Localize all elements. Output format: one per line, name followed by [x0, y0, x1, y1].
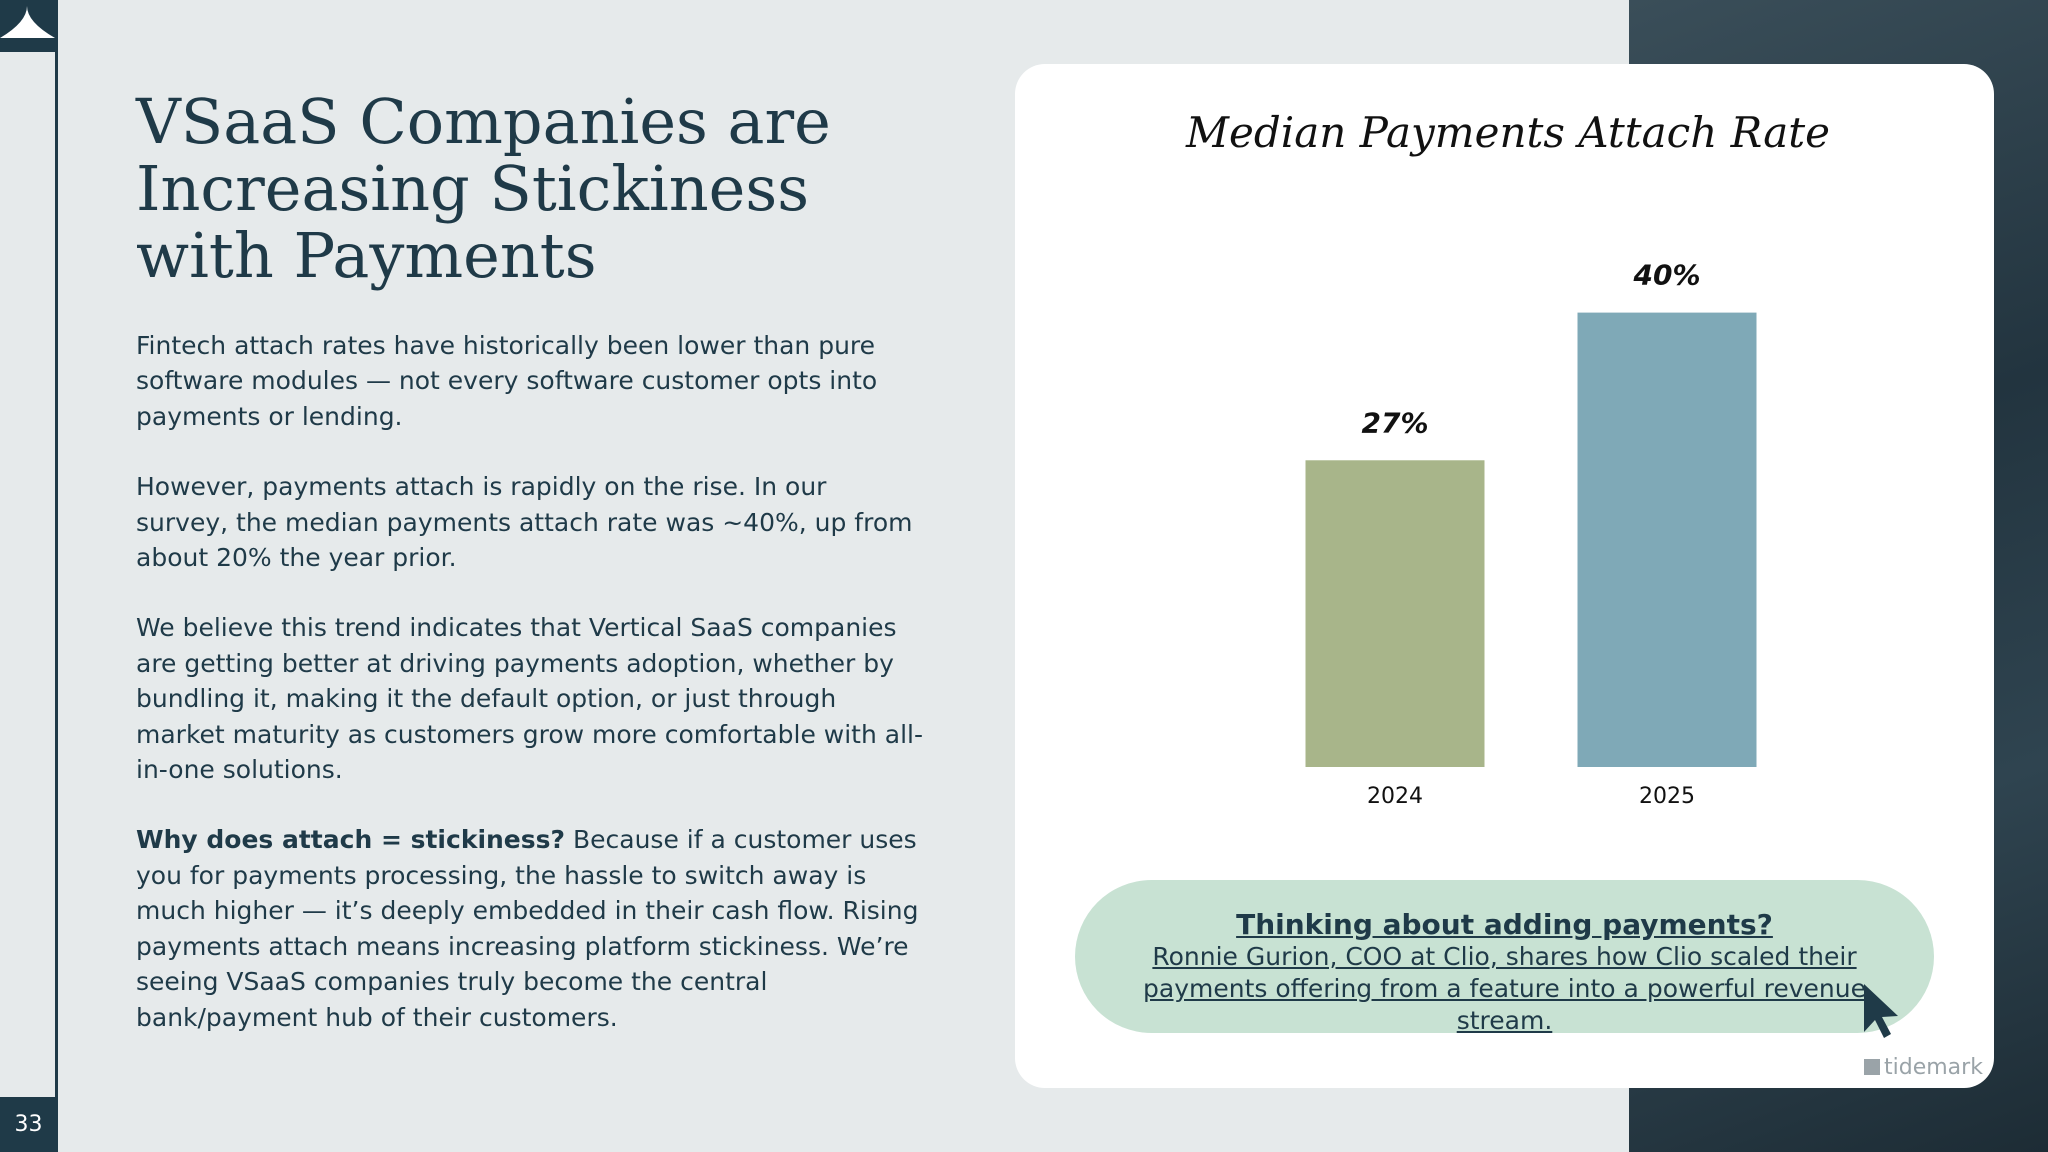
paragraph: However, payments attach is rapidly on t…	[136, 472, 913, 573]
chart-title: Median Payments Attach Rate	[1185, 108, 1830, 157]
paragraph: Why does attach = stickiness? Because if…	[136, 822, 926, 1034]
icon	[0, 6, 55, 38]
callout-text[interactable]: Ronnie Gurion, COO at Clio, shares how C…	[1143, 942, 1866, 1035]
side-stripe	[55, 0, 58, 1152]
cursor-icon	[1864, 984, 1898, 1038]
bold-lead: Why does attach = stickiness?	[136, 825, 566, 855]
x-tick-label: 2024	[1367, 784, 1423, 809]
title-line: with Payments	[136, 219, 597, 292]
page-number: 33	[0, 1097, 57, 1152]
chart: Median Payments Attach Rate 27% 2024 40% 20…	[1185, 108, 1830, 809]
paragraph: We believe this trend indicates that Ver…	[136, 613, 923, 785]
logo: tidemark	[1864, 1055, 1983, 1080]
paragraph: Fintech attach rates have historically b…	[136, 331, 878, 431]
title-line: VSaaS Companies are	[136, 85, 831, 158]
callout-heading[interactable]: Thinking about adding payments?	[1236, 908, 1773, 941]
value-label: 40%	[1632, 259, 1700, 292]
top-icon	[0, 0, 55, 52]
x-tick-label: 2025	[1639, 784, 1695, 809]
body-text: Fintech attach rates have historically b…	[136, 328, 926, 1070]
slide-title: VSaaS Companies are Increasing Stickines…	[136, 88, 831, 289]
callout-link[interactable]: Thinking about adding payments? Ronnie G…	[1075, 880, 1934, 1038]
bar	[1577, 312, 1757, 767]
value-label: 27%	[1361, 406, 1428, 439]
logo-text: tidemark	[1884, 1055, 1983, 1080]
paragraph-text: Because if a customer uses you for payme…	[136, 825, 919, 1032]
bar	[1305, 460, 1485, 767]
title-line: Increasing Stickiness	[136, 152, 810, 225]
